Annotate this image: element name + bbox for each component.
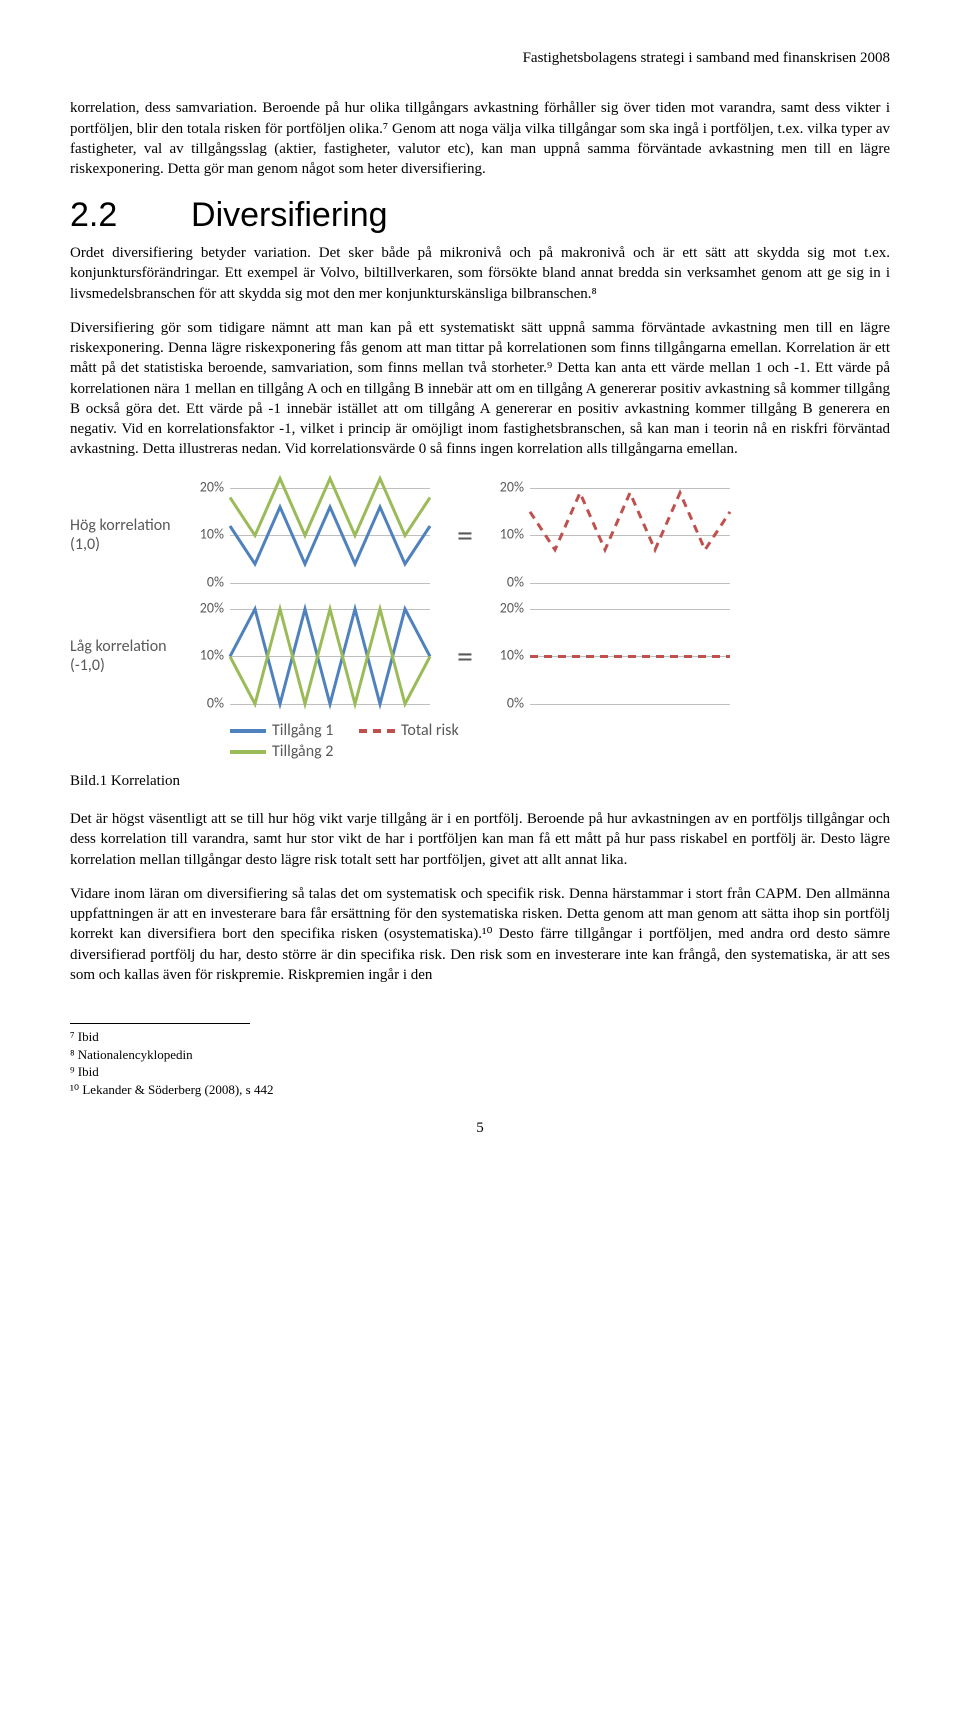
footnotes: ⁷ Ibid ⁸ Nationalencyklopedin ⁹ Ibid ¹⁰ … xyxy=(70,1028,890,1098)
paragraph-3: Diversifiering gör som tidigare nämnt at… xyxy=(70,318,890,460)
legend-swatch-asset1 xyxy=(230,729,266,733)
legend-swatch-asset2 xyxy=(230,750,266,754)
row-label-low: Låg korrelation (-1,0) xyxy=(70,637,190,675)
figure-caption: Bild.1 Korrelation xyxy=(70,771,890,791)
paragraph-4: Det är högst väsentligt att se till hur … xyxy=(70,809,890,870)
chart-legend: Tillgång 1 Total risk Tillgång 2 xyxy=(230,720,890,763)
footnote: ¹⁰ Lekander & Söderberg (2008), s 442 xyxy=(70,1081,890,1099)
chart-row-high: Hög korrelation (1,0) 20%10%0% = 20%10%0… xyxy=(70,478,890,593)
legend-label-asset1: Tillgång 1 xyxy=(272,721,333,740)
section-heading: 2.2 Diversifiering xyxy=(70,193,890,239)
equals-icon: = xyxy=(450,514,480,557)
chart-low-left: 20%10%0% xyxy=(190,599,430,714)
legend-label-total: Total risk xyxy=(401,721,459,740)
chart-high-right: 20%10%0% xyxy=(490,478,730,593)
legend-label-asset2: Tillgång 2 xyxy=(272,742,333,761)
equals-icon: = xyxy=(450,635,480,678)
footnote-rule xyxy=(70,1023,250,1024)
footnote: ⁹ Ibid xyxy=(70,1063,890,1081)
section-number: 2.2 xyxy=(70,193,117,239)
section-title: Diversifiering xyxy=(191,193,388,239)
paragraph-5: Vidare inom läran om diversifiering så t… xyxy=(70,884,890,985)
footnote: ⁸ Nationalencyklopedin xyxy=(70,1046,890,1064)
paragraph-2: Ordet diversifiering betyder variation. … xyxy=(70,243,890,304)
correlation-charts: Hög korrelation (1,0) 20%10%0% = 20%10%0… xyxy=(70,478,890,763)
row-label-high: Hög korrelation (1,0) xyxy=(70,516,190,554)
chart-low-right: 20%10%0% xyxy=(490,599,730,714)
chart-high-left: 20%10%0% xyxy=(190,478,430,593)
legend-swatch-total xyxy=(359,729,395,733)
chart-row-low: Låg korrelation (-1,0) 20%10%0% = 20%10%… xyxy=(70,599,890,714)
page-number: 5 xyxy=(70,1118,890,1138)
paragraph-intro: korrelation, dess samvariation. Beroende… xyxy=(70,98,890,179)
footnote: ⁷ Ibid xyxy=(70,1028,890,1046)
running-header: Fastighetsbolagens strategi i samband me… xyxy=(70,48,890,68)
